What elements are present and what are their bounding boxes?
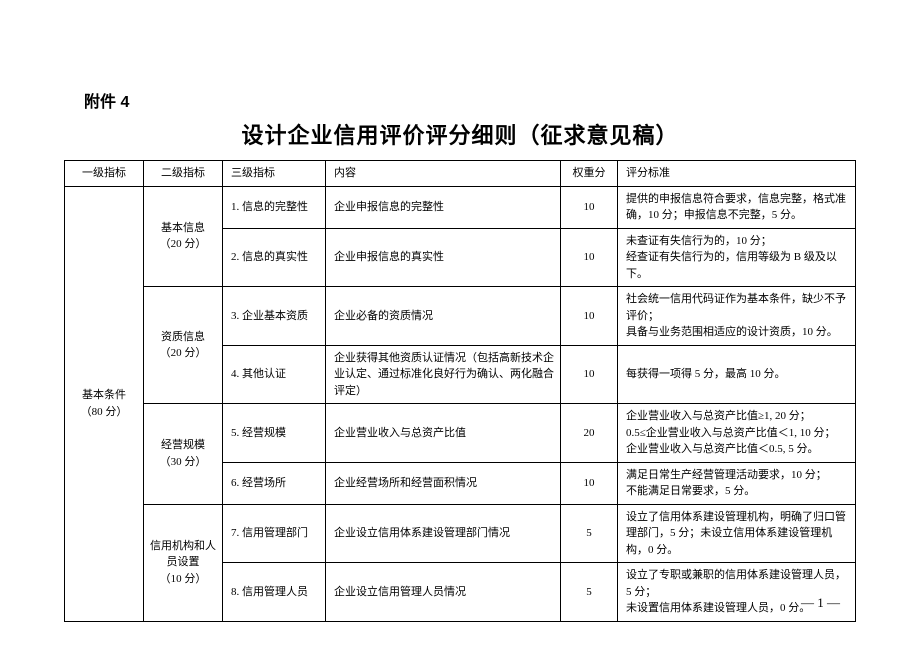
- lvl3-cell: 5. 经营规模: [223, 404, 326, 463]
- document-page: 附件 4 设计企业信用评价评分细则（征求意见稿） 一级指标 二级指标 三级指标 …: [0, 0, 920, 651]
- lvl2-cell: 经营规模 （30 分）: [144, 404, 223, 505]
- lvl3-cell: 1. 信息的完整性: [223, 186, 326, 228]
- header-lvl3: 三级指标: [223, 161, 326, 187]
- content-cell: 企业获得其他资质认证情况（包括高新技术企业认定、通过标准化良好行为确认、两化融合…: [326, 345, 561, 404]
- page-number: — 1 —: [801, 595, 840, 611]
- header-content: 内容: [326, 161, 561, 187]
- table-row: 信用机构和人员设置 （10 分） 7. 信用管理部门 企业设立信用体系建设管理部…: [65, 504, 856, 563]
- table-row: 资质信息 （20 分） 3. 企业基本资质 企业必备的资质情况 10 社会统一信…: [65, 287, 856, 346]
- lvl2-cell: 信用机构和人员设置 （10 分）: [144, 504, 223, 621]
- lvl2-name: 经营规模: [161, 439, 205, 451]
- lvl2-name: 基本信息: [161, 222, 205, 234]
- weight-cell: 5: [561, 504, 618, 563]
- criteria-cell: 设立了信用体系建设管理机构，明确了归口管理部门，5 分；未设立信用体系建设管理机…: [618, 504, 856, 563]
- lvl3-cell: 4. 其他认证: [223, 345, 326, 404]
- criteria-cell: 社会统一信用代码证作为基本条件，缺少不予评价；具备与业务范围相适应的设计资质，1…: [618, 287, 856, 346]
- lvl1-score: （80 分）: [81, 406, 128, 418]
- table-row: 经营规模 （30 分） 5. 经营规模 企业营业收入与总资产比值 20 企业营业…: [65, 404, 856, 463]
- weight-cell: 10: [561, 287, 618, 346]
- content-cell: 企业经营场所和经营面积情况: [326, 462, 561, 504]
- content-cell: 企业设立信用体系建设管理部门情况: [326, 504, 561, 563]
- weight-cell: 10: [561, 345, 618, 404]
- lvl2-score: （20 分）: [160, 238, 207, 250]
- lvl2-score: （10 分）: [160, 573, 207, 585]
- lvl3-cell: 8. 信用管理人员: [223, 563, 326, 622]
- table-row: 基本条件 （80 分） 基本信息 （20 分） 1. 信息的完整性 企业申报信息…: [65, 186, 856, 228]
- lvl3-cell: 3. 企业基本资质: [223, 287, 326, 346]
- content-cell: 企业申报信息的真实性: [326, 228, 561, 287]
- lvl1-cell: 基本条件 （80 分）: [65, 186, 144, 621]
- criteria-cell: 企业营业收入与总资产比值≥1, 20 分；0.5≤企业营业收入与总资产比值＜1,…: [618, 404, 856, 463]
- header-lvl1: 一级指标: [65, 161, 144, 187]
- table-header-row: 一级指标 二级指标 三级指标 内容 权重分 评分标准: [65, 161, 856, 187]
- criteria-cell: 提供的申报信息符合要求，信息完整，格式准确，10 分；申报信息不完整，5 分。: [618, 186, 856, 228]
- document-title: 设计企业信用评价评分细则（征求意见稿）: [64, 118, 856, 150]
- criteria-cell: 设立了专职或兼职的信用体系建设管理人员，5 分；未设置信用体系建设管理人员，0 …: [618, 563, 856, 622]
- content-cell: 企业申报信息的完整性: [326, 186, 561, 228]
- weight-cell: 10: [561, 228, 618, 287]
- lvl3-cell: 2. 信息的真实性: [223, 228, 326, 287]
- weight-cell: 10: [561, 186, 618, 228]
- lvl2-cell: 资质信息 （20 分）: [144, 287, 223, 404]
- lvl2-name: 信用机构和人员设置: [150, 540, 216, 569]
- header-weight: 权重分: [561, 161, 618, 187]
- scoring-table: 一级指标 二级指标 三级指标 内容 权重分 评分标准 基本条件 （80 分） 基…: [64, 160, 856, 622]
- content-cell: 企业营业收入与总资产比值: [326, 404, 561, 463]
- content-cell: 企业必备的资质情况: [326, 287, 561, 346]
- attachment-label: 附件 4: [84, 88, 856, 112]
- lvl3-cell: 7. 信用管理部门: [223, 504, 326, 563]
- lvl2-cell: 基本信息 （20 分）: [144, 186, 223, 287]
- weight-cell: 10: [561, 462, 618, 504]
- criteria-cell: 每获得一项得 5 分，最高 10 分。: [618, 345, 856, 404]
- lvl3-cell: 6. 经营场所: [223, 462, 326, 504]
- lvl1-name: 基本条件: [82, 389, 126, 401]
- weight-cell: 5: [561, 563, 618, 622]
- criteria-cell: 满足日常生产经营管理活动要求，10 分；不能满足日常要求，5 分。: [618, 462, 856, 504]
- header-lvl2: 二级指标: [144, 161, 223, 187]
- lvl2-name: 资质信息: [161, 331, 205, 343]
- weight-cell: 20: [561, 404, 618, 463]
- header-criteria: 评分标准: [618, 161, 856, 187]
- criteria-cell: 未查证有失信行为的，10 分；经查证有失信行为的，信用等级为 B 级及以下。: [618, 228, 856, 287]
- content-cell: 企业设立信用管理人员情况: [326, 563, 561, 622]
- lvl2-score: （30 分）: [160, 456, 207, 468]
- lvl2-score: （20 分）: [160, 347, 207, 359]
